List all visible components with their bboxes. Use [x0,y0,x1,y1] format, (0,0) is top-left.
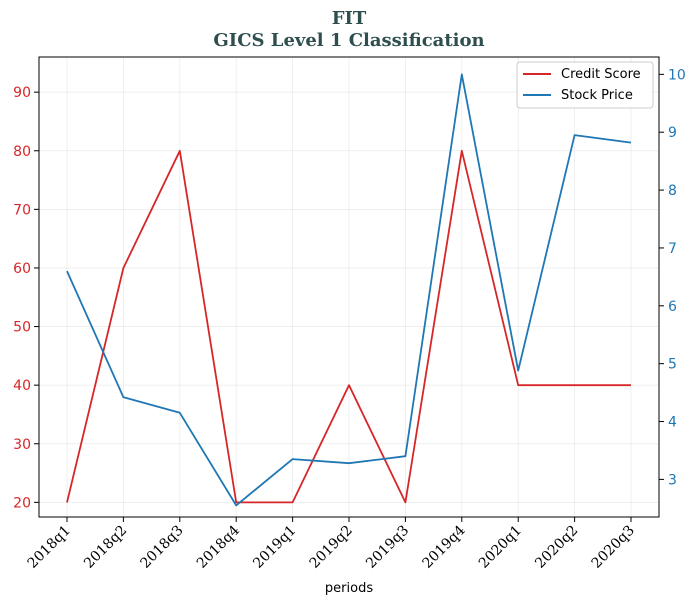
left-tick-label: 90 [13,85,31,101]
left-tick-label: 40 [13,378,31,394]
legend: Credit Score Stock Price [516,61,654,109]
series-line-credit-score [66,149,631,504]
x-tick-label: 2019q4 [419,522,468,571]
right-tick-label: 7 [668,241,677,257]
left-tick-label: 20 [13,495,31,511]
left-tick-label: 50 [13,320,31,336]
x-tick-label: 2018q1 [25,523,74,572]
left-y-axis: 20 30 40 50 60 70 80 90 [13,85,39,511]
x-tick-label: 2020q1 [476,523,525,572]
left-tick-label: 80 [13,144,31,160]
x-tick-label: 2020q2 [532,523,581,572]
x-tick-label: 2018q2 [81,523,130,572]
grid [39,57,659,517]
left-tick-label: 30 [13,437,31,453]
x-axis-label: periods [325,581,373,596]
right-tick-label: 9 [668,125,677,141]
right-tick-label: 10 [668,67,686,83]
legend-label-credit-score: Credit Score [561,67,641,82]
series-line-stock-price [66,73,632,507]
right-y-axis: 3 4 5 6 7 8 9 10 [659,67,686,488]
right-tick-label: 3 [668,472,677,488]
x-tick-label: 2018q4 [194,522,243,571]
legend-label-stock-price: Stock Price [561,88,633,103]
x-tick-label: 2018q3 [137,523,186,572]
chart-title: FIT [332,8,367,29]
right-tick-label: 8 [668,183,677,199]
x-tick-label: 2019q3 [363,523,412,572]
right-tick-label: 5 [668,357,677,373]
x-tick-label: 2020q3 [589,523,638,572]
left-tick-label: 70 [13,202,31,218]
series-lines [66,73,632,507]
x-tick-label: 2019q2 [307,523,356,572]
chart-subtitle: GICS Level 1 Classification [213,30,484,51]
x-tick-label: 2019q1 [250,523,299,572]
right-tick-label: 4 [668,415,677,431]
x-axis: 2018q1 2018q2 2018q3 2018q4 2019q1 2019q2 2019… [25,517,638,572]
left-tick-label: 60 [13,261,31,277]
right-tick-label: 6 [668,299,677,315]
